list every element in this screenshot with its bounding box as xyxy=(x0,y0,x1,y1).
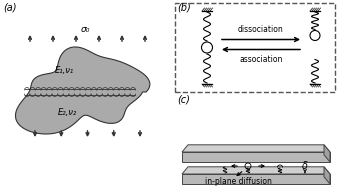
Text: dissociation: dissociation xyxy=(238,26,284,35)
Text: δ: δ xyxy=(302,161,308,171)
Text: E₁,ν₁: E₁,ν₁ xyxy=(55,66,74,74)
Text: (b): (b) xyxy=(177,3,191,13)
Polygon shape xyxy=(182,152,330,162)
Polygon shape xyxy=(324,167,330,184)
Text: σ₀: σ₀ xyxy=(80,25,90,34)
Polygon shape xyxy=(16,47,150,134)
Text: (c): (c) xyxy=(177,94,190,104)
Text: association: association xyxy=(239,54,283,64)
Polygon shape xyxy=(324,145,330,162)
Text: (a): (a) xyxy=(3,3,17,13)
Text: in-plane diffusion: in-plane diffusion xyxy=(204,177,271,186)
Polygon shape xyxy=(182,174,330,184)
Polygon shape xyxy=(182,167,330,174)
Text: E₂,ν₂: E₂,ν₂ xyxy=(58,108,77,116)
Bar xyxy=(175,3,335,92)
Polygon shape xyxy=(182,145,330,152)
